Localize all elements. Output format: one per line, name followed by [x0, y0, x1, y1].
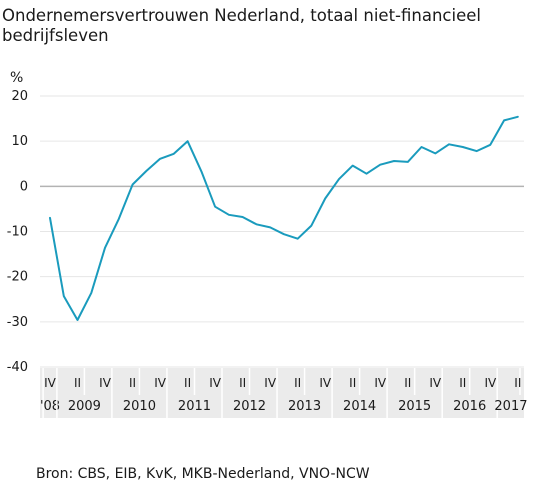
x-year-label: '08: [40, 399, 60, 414]
x-year-label: 2013: [288, 399, 321, 414]
x-year-label: 2011: [178, 399, 211, 414]
x-year-label: 2017: [494, 399, 527, 414]
x-year-label: 2012: [233, 399, 266, 414]
gridlines: [40, 95, 524, 368]
x-quarter-label: II: [239, 376, 246, 390]
series-line: [49, 115, 519, 321]
x-axis-bands: [40, 368, 524, 418]
y-axis-ticks: -40 -30 -20 -10 0 10 20: [7, 89, 28, 375]
x-quarter-label: IV: [44, 376, 57, 390]
x-quarter-label: IV: [429, 376, 442, 390]
x-axis-labels: IV II IV II IV II IV II IV II IV II IV II IV II IV II '08 2…: [40, 368, 528, 418]
y-tick-label: -30: [7, 315, 28, 330]
x-year-label: 2015: [398, 399, 431, 414]
x-quarter-label: II: [404, 376, 411, 390]
x-quarter-label: II: [294, 376, 301, 390]
x-quarter-label: II: [514, 376, 521, 390]
x-quarter-label: IV: [484, 376, 497, 390]
x-year-label: 2016: [453, 399, 486, 414]
chart-title: Ondernemersvertrouwen Nederland, totaal …: [2, 6, 481, 45]
series-group: [49, 115, 519, 321]
x-quarter-label: IV: [209, 376, 222, 390]
x-quarter-label: II: [349, 376, 356, 390]
line-chart: -40 -30 -20 -10 0 10 20 % IV II IV II IV II IV II IV II…: [7, 70, 528, 418]
x-quarter-label: IV: [319, 376, 332, 390]
y-axis-unit: %: [10, 70, 23, 86]
y-tick-label: 10: [11, 134, 28, 149]
x-quarter-label: II: [459, 376, 466, 390]
x-quarter-label: II: [74, 376, 81, 390]
y-tick-label: -40: [7, 360, 28, 375]
x-quarter-label: II: [129, 376, 136, 390]
x-quarter-label: IV: [99, 376, 112, 390]
y-tick-label: 0: [20, 179, 28, 194]
x-year-label: 2010: [123, 399, 156, 414]
x-quarter-label: IV: [154, 376, 167, 390]
source-note: Bron: CBS, EIB, KvK, MKB-Nederland, VNO-…: [36, 466, 370, 482]
y-tick-label: -10: [7, 225, 28, 240]
x-year-label: 2014: [343, 399, 376, 414]
x-quarter-label: IV: [264, 376, 277, 390]
y-tick-label: -20: [7, 270, 28, 285]
x-year-label: 2009: [68, 399, 101, 414]
x-quarter-label: IV: [374, 376, 387, 390]
x-quarter-label: II: [184, 376, 191, 390]
y-tick-label: 20: [11, 89, 28, 104]
x-axis-band: [40, 368, 524, 418]
